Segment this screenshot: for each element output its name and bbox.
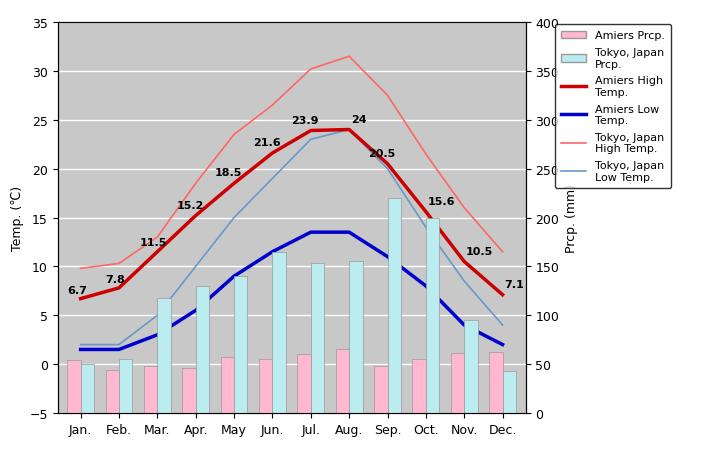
Tokyo, Japan
Low Temp. [498,323,507,328]
Text: 7.8: 7.8 [106,274,125,285]
Text: 21.6: 21.6 [253,138,281,148]
Tokyo, Japan
Low Temp. [114,342,123,347]
Tokyo, Japan
High Temp. [153,235,162,241]
Amiers High
Temp. [153,249,162,255]
Amiers Low
Temp. [114,347,123,353]
Bar [311,264,324,413]
Bar [196,286,209,413]
Tokyo, Japan
High Temp. [230,132,238,138]
Amiers Low
Temp. [230,274,238,279]
Bar [182,368,196,413]
Tokyo, Japan
Low Temp. [307,137,315,143]
Text: 18.5: 18.5 [215,168,242,178]
Bar [413,359,426,413]
Tokyo, Japan
High Temp. [383,93,392,99]
Amiers Low
Temp. [76,347,85,353]
Amiers High
Temp. [230,181,238,187]
Bar [81,364,94,413]
Bar [144,366,158,413]
Bar [387,198,401,413]
Line: Tokyo, Japan
Low Temp.: Tokyo, Japan Low Temp. [81,130,503,345]
Text: 24: 24 [351,114,366,124]
Amiers Low
Temp. [192,308,200,313]
Tokyo, Japan
High Temp. [114,261,123,267]
Amiers Low
Temp. [460,323,469,328]
Bar [464,320,477,413]
Bar [336,350,349,413]
Tokyo, Japan
High Temp. [268,103,276,109]
Tokyo, Japan
Low Temp. [76,342,85,347]
Amiers High
Temp. [421,209,430,215]
Y-axis label: Prcp. (mm): Prcp. (mm) [564,184,577,252]
Amiers High
Temp. [268,151,276,157]
Amiers High
Temp. [114,285,123,291]
Tokyo, Japan
Low Temp. [268,176,276,182]
Amiers High
Temp. [498,292,507,298]
Amiers Low
Temp. [268,249,276,255]
Tokyo, Japan
High Temp. [421,152,430,157]
Tokyo, Japan
High Temp. [192,181,200,187]
Tokyo, Japan
Low Temp. [192,264,200,269]
Line: Amiers Low
Temp.: Amiers Low Temp. [81,233,503,350]
Amiers Low
Temp. [383,254,392,260]
Bar [374,366,387,413]
Bar [67,360,81,413]
Line: Tokyo, Japan
High Temp.: Tokyo, Japan High Temp. [81,57,503,269]
Amiers High
Temp. [192,213,200,219]
Bar [119,359,132,413]
Tokyo, Japan
Low Temp. [460,279,469,284]
Amiers Low
Temp. [498,342,507,347]
Bar [503,371,516,413]
Bar [272,252,286,413]
Bar [489,353,503,413]
Tokyo, Japan
High Temp. [307,67,315,73]
Amiers Low
Temp. [421,284,430,289]
Amiers High
Temp. [76,296,85,302]
Y-axis label: Temp. (℃): Temp. (℃) [11,185,24,251]
Amiers High
Temp. [460,259,469,265]
Bar [106,370,119,413]
Amiers Low
Temp. [307,230,315,235]
Amiers High
Temp. [383,162,392,167]
Tokyo, Japan
Low Temp. [230,215,238,221]
Text: 15.6: 15.6 [428,196,455,207]
Bar [297,354,311,413]
Bar [426,218,439,413]
Bar [451,353,464,413]
Tokyo, Japan
Low Temp. [421,225,430,230]
Tokyo, Japan
Low Temp. [345,128,354,133]
Tokyo, Japan
High Temp. [460,206,469,211]
Text: 10.5: 10.5 [466,246,493,256]
Tokyo, Japan
Low Temp. [383,167,392,172]
Tokyo, Japan
Low Temp. [153,313,162,319]
Tokyo, Japan
High Temp. [345,54,354,60]
Amiers High
Temp. [345,128,354,133]
Text: 23.9: 23.9 [292,115,319,125]
Bar [234,276,248,413]
Bar [259,359,272,413]
Amiers Low
Temp. [153,332,162,338]
Bar [158,298,171,413]
Legend: Amiers Prcp., Tokyo, Japan
Prcp., Amiers High
Temp., Amiers Low
Temp., Tokyo, Ja: Amiers Prcp., Tokyo, Japan Prcp., Amiers… [554,25,671,189]
Bar [220,358,234,413]
Bar [349,262,363,413]
Text: 6.7: 6.7 [67,285,87,295]
Text: 20.5: 20.5 [369,149,395,158]
Text: 15.2: 15.2 [176,200,204,210]
Amiers Low
Temp. [345,230,354,235]
Tokyo, Japan
High Temp. [498,249,507,255]
Amiers High
Temp. [307,129,315,134]
Line: Amiers High
Temp.: Amiers High Temp. [81,130,503,299]
Tokyo, Japan
High Temp. [76,266,85,272]
Text: 11.5: 11.5 [140,237,168,247]
Text: 7.1: 7.1 [505,279,524,289]
